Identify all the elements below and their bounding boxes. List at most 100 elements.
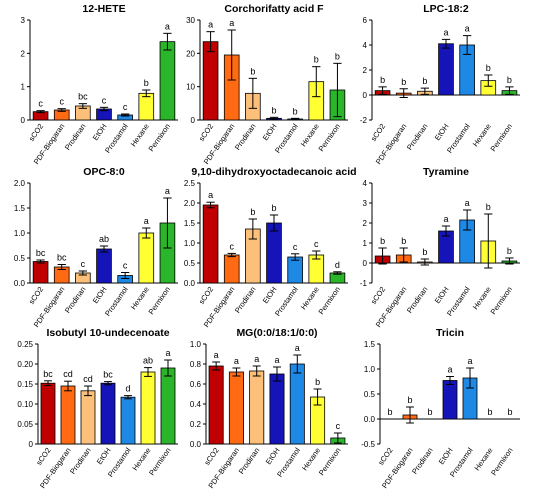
bar bbox=[80, 390, 96, 445]
significance-letter: bc bbox=[103, 370, 113, 380]
significance-letter: a bbox=[443, 27, 448, 37]
significance-letter: b bbox=[387, 407, 392, 417]
significance-letter: b bbox=[407, 395, 412, 405]
significance-letter: a bbox=[295, 343, 300, 353]
significance-letter: b bbox=[271, 203, 276, 213]
significance-letter: a bbox=[165, 186, 170, 196]
x-tick-label: Hexane bbox=[129, 285, 151, 311]
significance-letter: c bbox=[123, 261, 128, 271]
y-tick-label: 1.0 bbox=[364, 365, 376, 374]
y-tick-label: 0.0 bbox=[14, 279, 26, 288]
y-tick-label: 6 bbox=[363, 16, 368, 25]
chart-panel: Isobutyl 10-undecenoate 0 0.05 0.10 0.15 0.20… bbox=[17, 327, 178, 490]
bar bbox=[442, 380, 458, 420]
significance-letter: c bbox=[38, 99, 43, 109]
significance-letter: bc bbox=[57, 253, 67, 263]
bar bbox=[138, 92, 155, 121]
significance-letter: c bbox=[81, 259, 86, 269]
y-tick-label: 1.5 bbox=[14, 204, 26, 213]
x-tick-label: Prodinan bbox=[237, 446, 262, 476]
chart-panel: LPC-18:2-20246bsCO2bPDF-BiogaranbProdina… bbox=[360, 3, 520, 166]
x-tick-label: EtOH bbox=[433, 122, 451, 142]
y-tick-label: 30 bbox=[186, 16, 195, 25]
significance-letter: cd bbox=[63, 369, 73, 379]
significance-letter: b bbox=[401, 77, 406, 87]
significance-letter: c bbox=[229, 241, 234, 251]
significance-letter: b bbox=[486, 63, 491, 73]
y-tick-label: 1.0 bbox=[184, 239, 196, 248]
x-tick-label: Permixon bbox=[317, 285, 343, 316]
significance-letter: c bbox=[336, 421, 341, 431]
bar bbox=[228, 371, 244, 445]
y-tick-label: 1 bbox=[363, 239, 368, 248]
x-tick-label: Permixon bbox=[317, 122, 343, 153]
y-tick-label: 0.0 bbox=[184, 279, 196, 288]
y-tick-label: 0.0 bbox=[190, 440, 202, 449]
y-tick-label: 2 bbox=[363, 219, 368, 228]
significance-letter: a bbox=[165, 348, 170, 358]
x-tick-label: Permixon bbox=[147, 285, 173, 316]
significance-letter: a bbox=[447, 365, 452, 375]
significance-letter: c bbox=[123, 102, 128, 112]
bar bbox=[100, 382, 116, 445]
significance-letter: b bbox=[507, 407, 512, 417]
y-tick-label: 4 bbox=[363, 41, 368, 50]
significance-letter: a bbox=[465, 24, 470, 34]
chart-panel: MG(0:0/18:1/0:0) 0.0 0.2 0.4 0.6 0.8 1.0 a sCO2 a… bbox=[190, 327, 348, 490]
x-tick-label: EtOH bbox=[95, 446, 113, 466]
significance-letter: b bbox=[487, 407, 492, 417]
y-tick-label: 0 bbox=[191, 116, 196, 125]
y-tick-label: 1.5 bbox=[364, 340, 376, 349]
significance-letter: c bbox=[293, 242, 298, 252]
chart-title: Isobutyl 10-undecenoate bbox=[46, 327, 169, 339]
significance-letter: b bbox=[315, 377, 320, 387]
significance-letter: c bbox=[314, 239, 319, 249]
bar bbox=[249, 370, 265, 445]
bar bbox=[269, 373, 285, 445]
x-tick-label: Permixon bbox=[489, 122, 515, 153]
significance-letter: b bbox=[250, 66, 255, 76]
significance-letter: a bbox=[274, 355, 279, 365]
chart-panel: 12-HETE0123csCO2cPDF-BiogaranbcProdinanc… bbox=[21, 3, 178, 166]
y-tick-label: 0.15 bbox=[17, 380, 33, 389]
bar bbox=[266, 222, 282, 284]
bar bbox=[208, 365, 224, 445]
significance-letter: b bbox=[507, 75, 512, 85]
x-tick-label: Prodinan bbox=[410, 446, 435, 476]
y-tick-label: 3 bbox=[21, 16, 26, 25]
y-tick-label: 0.20 bbox=[17, 360, 33, 369]
y-tick-label: 1.0 bbox=[190, 340, 202, 349]
y-tick-label: 0.4 bbox=[190, 400, 202, 409]
y-tick-label: -0.5 bbox=[361, 440, 375, 449]
y-tick-label: 10 bbox=[186, 83, 195, 92]
x-tick-label: Hexane bbox=[299, 122, 321, 148]
significance-letter: a bbox=[229, 18, 234, 28]
chart-panel: OPC-8:00.00.51.01.52.0bcsCO2bcPDF-Biogar… bbox=[14, 166, 178, 329]
significance-letter: b bbox=[250, 207, 255, 217]
y-tick-label: 0.8 bbox=[190, 360, 202, 369]
x-tick-label: sCO2 bbox=[369, 285, 387, 306]
bar bbox=[140, 371, 156, 445]
y-tick-label: -1 bbox=[360, 279, 368, 288]
significance-letter: a bbox=[234, 356, 239, 366]
bar bbox=[160, 367, 176, 445]
significance-letter: d bbox=[125, 384, 130, 394]
y-tick-label: 20 bbox=[186, 49, 195, 58]
y-tick-label: 2.5 bbox=[184, 179, 196, 188]
significance-letter: ab bbox=[143, 356, 153, 366]
x-tick-label: Prodinan bbox=[63, 285, 88, 315]
significance-letter: b bbox=[422, 247, 427, 257]
x-tick-label: sCO2 bbox=[34, 446, 52, 467]
bar bbox=[202, 204, 219, 284]
bar bbox=[120, 396, 136, 445]
chart-title: LPC-18:2 bbox=[423, 3, 469, 15]
significance-letter: d bbox=[335, 260, 340, 270]
y-tick-label: 0.05 bbox=[17, 420, 33, 429]
chart-panel: 9,10-dihydroxyoctadecanoic acid 0.0 0.5 1.0… bbox=[184, 166, 357, 329]
significance-letter: a bbox=[208, 190, 213, 200]
significance-letter: b bbox=[314, 55, 319, 65]
x-tick-label: Prodinan bbox=[68, 446, 93, 476]
y-tick-label: 0.6 bbox=[190, 380, 202, 389]
y-tick-label: 2.0 bbox=[184, 199, 196, 208]
